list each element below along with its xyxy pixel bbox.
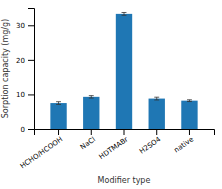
bar [83,97,99,129]
y-axis: 0 10 20 30 [16,9,34,134]
tick: 30 [16,22,34,30]
tick-label: HDTMABr [98,135,130,161]
tick: native [173,129,196,154]
axis-line [35,130,215,136]
tick-label: 0 [21,126,25,134]
tick: HCHO/HCOOH [19,129,64,170]
tick-label: 10 [16,91,25,99]
tick-mark [28,25,34,26]
tick-mark [28,60,34,61]
tick: HDTMABr [98,129,130,161]
tick-label: native [173,135,196,154]
tick: 10 [16,91,34,99]
bar [181,101,197,129]
bar [116,14,132,129]
tick-label: 30 [16,22,25,30]
error-bar [89,96,94,98]
tick-mark [124,129,125,135]
tick-label: 20 [16,57,25,65]
error-bar [122,12,127,15]
tick-mark [58,129,59,135]
tick-mark [189,129,190,135]
x-axis: HCHO/HCOOH NaClHDTMABr H2SO4 native [19,129,215,170]
chart-svg: HCHO/HCOOH NaClHDTMABr H2SO4 native 0 10 20 30 M… [0,0,222,189]
tick: 20 [16,57,34,65]
tick-mark [156,129,157,135]
tick: H2SO4 [138,129,163,156]
tick-mark [28,94,34,95]
x-axis-title: Modifier type [98,176,151,185]
bar [50,103,66,129]
bar [149,99,165,129]
error-bar [56,102,61,105]
plot: HCHO/HCOOH NaClHDTMABr H2SO4 native 0 10 20 30 M… [1,9,215,186]
tick-label: HCHO/HCOOH [19,135,64,170]
error-bar [187,100,192,102]
error-bar [154,97,159,100]
tick-mark [91,129,92,135]
y-axis-title: Sorption capacity (mg/g) [1,19,10,118]
axis-line [28,9,35,130]
tick: NaCl [79,129,97,151]
tick: 0 [21,126,34,134]
chart-container: HCHO/HCOOH NaClHDTMABr H2SO4 native 0 10 20 30 M… [0,0,222,189]
tick-mark [28,129,34,130]
tick-label: H2SO4 [138,135,163,156]
tick-label: NaCl [79,135,97,151]
marks [50,12,197,129]
